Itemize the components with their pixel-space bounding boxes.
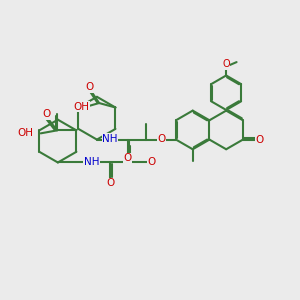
Text: O: O	[147, 158, 155, 167]
Text: O: O	[106, 178, 115, 188]
Text: O: O	[124, 153, 132, 163]
Text: O: O	[86, 82, 94, 92]
Text: OH: OH	[73, 102, 89, 112]
Text: NH: NH	[84, 158, 100, 167]
Text: NH: NH	[102, 134, 118, 144]
Text: O: O	[158, 134, 166, 144]
Text: O: O	[255, 135, 263, 145]
Text: O: O	[43, 109, 51, 119]
Text: OH: OH	[17, 128, 33, 138]
Text: O: O	[222, 59, 230, 69]
